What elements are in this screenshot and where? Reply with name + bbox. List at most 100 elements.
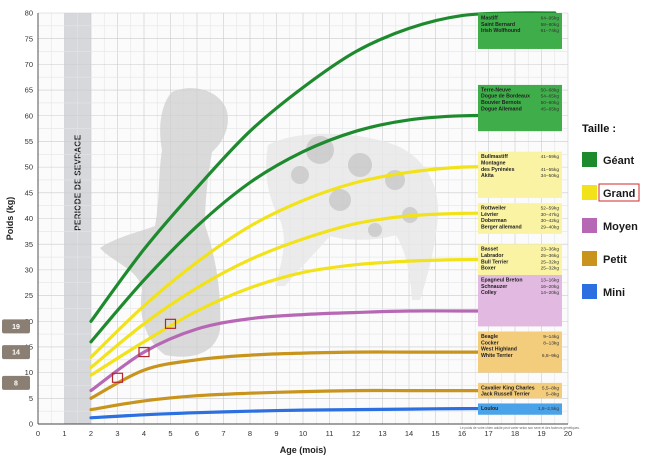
x-tick-label: 9: [274, 429, 278, 438]
breed-weight: 5,5–8kg: [542, 385, 559, 391]
side-value-tab: [2, 319, 30, 334]
legend-label: Moyen: [603, 221, 638, 233]
breed-name: Colley: [481, 290, 497, 296]
y-tick-label: 65: [25, 86, 33, 95]
y-tick-label: 35: [25, 240, 33, 249]
breed-box-5: Basset 23–36kg Labrador 25–36kg Bull Terrier…: [478, 244, 562, 281]
side-value-label: 14: [12, 350, 20, 357]
coat-spot: [329, 189, 351, 211]
coat-spot: [306, 136, 334, 164]
breed-name: Akita: [481, 173, 494, 179]
breed-weight: 5–8kg: [546, 392, 559, 398]
legend-swatch: [582, 152, 597, 167]
breed-box-background: [478, 203, 562, 234]
breed-box-8: Cavalier King Charles 5,5–8kg Jack Russell…: [478, 382, 562, 399]
y-tick-label: 5: [29, 394, 33, 403]
breed-weight: 45–65kg: [541, 106, 560, 112]
x-tick-label: 13: [378, 429, 386, 438]
y-axis-title: Poids (kg): [5, 197, 15, 241]
breed-name: des Pyrénées: [481, 167, 515, 173]
y-tick-label: 45: [25, 188, 33, 197]
x-tick-label: 3: [115, 429, 119, 438]
breed-name: Bouvier Bernois: [481, 100, 521, 106]
side-value-label: 19: [12, 324, 20, 331]
breed-name: Cocker: [481, 340, 499, 346]
breed-weight: 30–47kg: [541, 212, 560, 218]
breed-box-background: [478, 382, 562, 399]
x-tick-label: 5: [168, 429, 172, 438]
size-legend: Taille : Géant Grand Moyen Petit Mini: [582, 123, 640, 299]
y-tick-label: 10: [25, 368, 33, 377]
breed-boxes: Mastiff 64–95kg Saint Bernard 58–80kg Irish …: [460, 13, 580, 430]
x-tick-label: 12: [352, 429, 360, 438]
legend-label: Mini: [603, 287, 625, 299]
x-tick-label: 19: [537, 429, 545, 438]
breed-name: Labrador: [481, 253, 503, 259]
breed-weight: 54–65kg: [541, 94, 560, 100]
breed-name: Beagle: [481, 334, 498, 340]
breed-weight: 25–36kg: [541, 253, 560, 259]
legend-swatch: [582, 251, 597, 266]
legend-label: Grand: [603, 188, 635, 200]
breed-box-background: [478, 13, 562, 49]
y-tick-label: 70: [25, 60, 33, 69]
side-value-tabs: 19 14 8: [2, 319, 30, 390]
x-tick-label: 18: [511, 429, 519, 438]
y-tick-label: 75: [25, 34, 33, 43]
legend-swatch: [582, 218, 597, 233]
age-marker-3: [164, 318, 177, 329]
x-tick-label: 2: [89, 429, 93, 438]
age-marker-1: [111, 372, 124, 383]
coat-spot: [348, 153, 372, 177]
breed-box-background: [478, 275, 562, 327]
legend-highlight-frame: [598, 183, 640, 202]
breed-name: West Highland: [481, 347, 517, 353]
breed-box-4: Rottweiler 52–59kg Lévrier 30–47kg Doberman 3…: [478, 203, 562, 234]
breed-weight: 58–80kg: [541, 22, 560, 28]
x-tick-label: 0: [36, 429, 40, 438]
breed-weight: 50–68kg: [541, 87, 560, 93]
breed-weight: 23–36kg: [541, 247, 560, 253]
x-tick-label: 20: [564, 429, 572, 438]
x-tick-label: 8: [248, 429, 252, 438]
breed-box-background: [478, 151, 562, 198]
breed-name: Dogue de Bordeaux: [481, 94, 530, 100]
y-tick-label: 25: [25, 291, 33, 300]
coat-spot: [291, 166, 309, 184]
legend-label: Géant: [603, 155, 635, 167]
age-marker-2: [138, 346, 150, 358]
breed-weight: 50–60kg: [541, 100, 560, 106]
y-tick-label: 50: [25, 163, 33, 172]
breed-box-9: Loulou 1,8–2,5kg: [478, 403, 562, 415]
legend-swatch: [582, 185, 597, 200]
breed-name: Berger allemand: [481, 224, 522, 230]
x-tick-label: 16: [458, 429, 466, 438]
breed-name: Bull Terrier: [481, 259, 508, 265]
y-tick-label: 30: [25, 265, 33, 274]
breed-name: Loulou: [481, 406, 498, 412]
breed-name: Cavalier King Charles: [481, 385, 535, 391]
breed-name: Boxer: [481, 266, 496, 272]
breed-name: Lévrier: [481, 212, 498, 218]
breed-weight: 29–40kg: [541, 224, 560, 230]
breed-box-background: [478, 244, 562, 281]
breed-weight: 6,8–9kg: [542, 353, 559, 359]
breed-name: Montagne: [481, 161, 506, 167]
y-tick-label: 80: [25, 9, 33, 18]
breed-name: Rottweiler: [481, 206, 506, 212]
x-axis-title: Age (mois): [280, 445, 327, 455]
breed-weight: 34–50kg: [541, 173, 560, 179]
breed-name: Terre-Neuve: [481, 87, 511, 93]
side-value-tab: [2, 375, 30, 390]
x-tick-label: 11: [326, 429, 334, 438]
y-tick-label: 40: [25, 214, 33, 223]
breed-weight: 41–59kg: [541, 154, 560, 160]
legend-swatch: [582, 284, 597, 299]
breed-weight: 16–20kg: [541, 284, 560, 290]
breed-box-7: Beagle 9–14kg Cocker 8–13kg West HighlandWhi…: [478, 331, 562, 373]
y-tick-label: 55: [25, 137, 33, 146]
breed-weight: 13–16kg: [541, 278, 560, 284]
breed-name: Jack Russell Terrier: [481, 392, 530, 398]
y-tick-label: 0: [29, 420, 33, 429]
